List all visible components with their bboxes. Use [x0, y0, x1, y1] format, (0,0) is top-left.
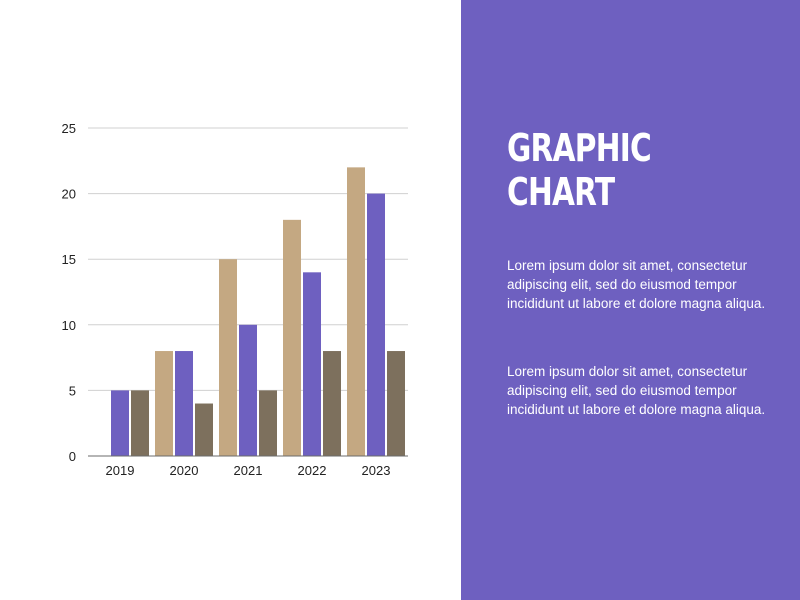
- x-tick-label: 2023: [362, 463, 391, 478]
- bar-2021-series-1: [219, 259, 237, 456]
- bar-2019-series-2: [111, 390, 129, 456]
- x-tick-label: 2019: [106, 463, 135, 478]
- bar-2022-series-3: [323, 351, 341, 456]
- y-tick-label: 25: [62, 121, 76, 136]
- side-panel: GRAPHIC CHART Lorem ipsum dolor sit amet…: [461, 0, 800, 600]
- y-axis-ticks: 0 5 10 15 20 25: [62, 121, 76, 464]
- y-tick-label: 15: [62, 252, 76, 267]
- bar-2020-series-2: [175, 351, 193, 456]
- x-axis-ticks: 2019 2020 2021 2022 2023: [106, 463, 391, 478]
- chart-area: 0 5 10 15 20 25 2019 2020 2021 2022 2023: [62, 121, 408, 478]
- bar-2022-series-2: [303, 272, 321, 456]
- bar-2022-series-1: [283, 219, 301, 456]
- panel-title: GRAPHIC CHART: [507, 126, 710, 214]
- y-tick-label: 20: [62, 187, 76, 202]
- body-paragraph-1: Lorem ipsum dolor sit amet, consectetur …: [507, 258, 766, 311]
- bar-2020-series-3: [195, 403, 213, 456]
- bar-2021-series-2: [239, 324, 257, 456]
- y-tick-label: 10: [62, 318, 76, 333]
- bar-chart: 0 5 10 15 20 25 2019 2020 2021 2022 2023: [62, 121, 408, 478]
- bar-2019-series-3: [131, 390, 149, 456]
- x-tick-label: 2022: [298, 463, 327, 478]
- bars: [111, 167, 405, 457]
- x-tick-label: 2021: [234, 463, 263, 478]
- panel-title-line-2: CHART: [507, 170, 615, 214]
- x-tick-label: 2020: [170, 463, 199, 478]
- panel-title-line-1: GRAPHIC: [507, 126, 652, 170]
- y-tick-label: 0: [69, 449, 76, 464]
- bar-2023-series-3: [387, 351, 405, 456]
- y-tick-label: 5: [69, 383, 76, 398]
- bar-2023-series-2: [367, 193, 385, 456]
- body-paragraph-2: Lorem ipsum dolor sit amet, consectetur …: [507, 364, 766, 417]
- bar-2021-series-3: [259, 390, 277, 456]
- bar-2023-series-1: [347, 167, 365, 457]
- bar-2020-series-1: [155, 351, 173, 456]
